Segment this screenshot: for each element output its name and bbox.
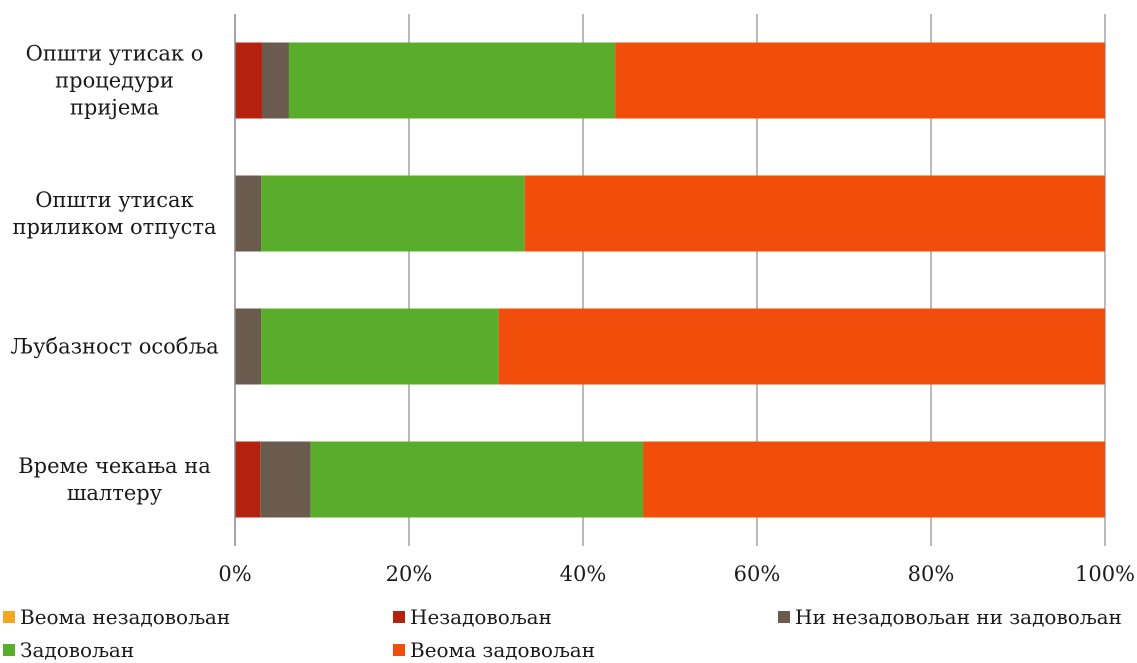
legend-swatch: [3, 644, 15, 656]
legend: Веома незадовољан Незадовољан Ни незадов…: [0, 600, 1137, 663]
bar-segment: [524, 175, 1105, 252]
x-tick-label: 20%: [385, 562, 433, 586]
legend-label: Веома задовољан: [410, 638, 596, 662]
legend-item: Задовољан: [3, 638, 134, 662]
legend-item: Ни незадовољан ни задовољан: [778, 605, 1122, 629]
legend-swatch: [3, 611, 15, 623]
legend-swatch: [393, 611, 405, 623]
bar-segment: [261, 42, 289, 119]
stacked-bar-chart: [234, 14, 1106, 546]
category-label: Општи утисак о процедури пријема: [2, 40, 227, 121]
category-label-line: Време чекања на: [18, 453, 211, 478]
category-label: Општи утисак приликом отпуста: [2, 187, 227, 241]
bars: [235, 42, 1105, 518]
bar-segment: [235, 308, 262, 385]
category-label-line: приликом отпуста: [12, 214, 217, 239]
x-tick-label: 0%: [218, 562, 252, 586]
category-label: Време чекања на шалтеру: [2, 453, 227, 507]
x-tick-label: 100%: [1074, 562, 1136, 586]
bar-segment: [235, 175, 262, 252]
legend-swatch: [393, 644, 405, 656]
x-tick-label: 40%: [559, 562, 607, 586]
bar-segment: [615, 42, 1105, 119]
x-tick-label: 80%: [907, 562, 955, 586]
legend-label: Незадовољан: [410, 605, 552, 629]
legend-item: Веома задовољан: [393, 638, 595, 662]
legend-label: Задовољан: [20, 638, 135, 662]
legend-label: Ни незадовољан ни задовољан: [795, 605, 1122, 629]
category-label-line: пријема: [69, 95, 160, 119]
bar-segment: [261, 308, 499, 385]
bar-segment: [288, 42, 616, 119]
category-label-line: процедури: [55, 68, 174, 92]
legend-swatch: [778, 611, 790, 623]
bar-segment: [260, 441, 311, 518]
legend-item: Незадовољан: [393, 605, 552, 629]
legend-label: Веома незадовољан: [20, 605, 231, 629]
category-label-line: Општи утисак о: [25, 41, 204, 65]
bar-segment: [261, 175, 525, 252]
bar-segment: [310, 441, 644, 518]
category-label-line: Љубазност особља: [10, 334, 219, 358]
x-tick-label: 60%: [733, 562, 781, 586]
bar-segment: [235, 441, 261, 518]
category-label-line: шалтеру: [66, 480, 163, 505]
legend-item: Веома незадовољан: [3, 605, 230, 629]
category-label-line: Општи утисак: [35, 187, 194, 212]
bar-segment: [498, 308, 1105, 385]
category-label: Љубазност особља: [2, 333, 227, 360]
bar-segment: [643, 441, 1105, 518]
bar-segment: [235, 42, 262, 119]
